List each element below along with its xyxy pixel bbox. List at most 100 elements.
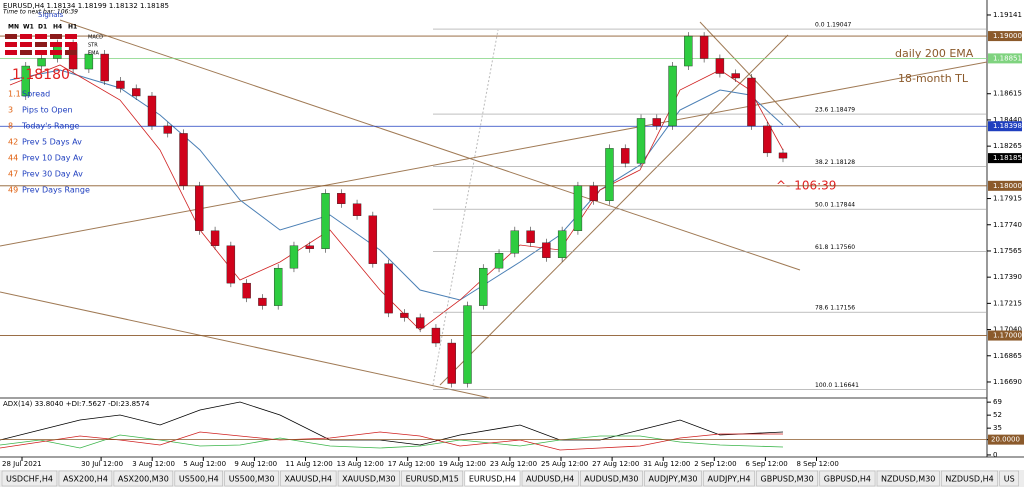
candle xyxy=(337,193,346,204)
y-tick-label: 1.17915 xyxy=(993,195,1022,203)
tab[interactable] xyxy=(280,470,337,487)
tab-label[interactable]: GBPUSD,H4 xyxy=(824,475,871,484)
level-tag xyxy=(988,121,1022,132)
tab-label[interactable]: XAUUSD,M30 xyxy=(342,475,396,484)
candle xyxy=(305,245,314,249)
candle xyxy=(605,148,614,201)
tab[interactable] xyxy=(464,470,521,487)
candle xyxy=(636,118,646,164)
y-tick-label: 1.18265 xyxy=(993,142,1022,150)
info-label: Pips to Open xyxy=(22,106,73,115)
candle xyxy=(510,230,520,254)
fib-label: 0.0 1.19047 xyxy=(815,22,851,29)
tab[interactable] xyxy=(703,470,755,487)
date-label: 30 Jul 12:00 xyxy=(81,460,123,468)
tab-label[interactable]: AUDUSD,M30 xyxy=(584,475,638,484)
date-label: 13 Aug 12:00 xyxy=(337,460,384,468)
tab-label[interactable]: US500,M30 xyxy=(229,475,275,484)
candle xyxy=(589,185,598,201)
signal-box xyxy=(5,34,17,39)
tab[interactable] xyxy=(876,470,940,487)
tab-label[interactable]: ASX200,H4 xyxy=(63,475,108,484)
candle xyxy=(621,148,630,164)
candle xyxy=(494,253,504,269)
date-label: 3 Aug 12:00 xyxy=(132,460,175,468)
level-label: 1.18185 xyxy=(993,154,1022,162)
tab[interactable] xyxy=(521,470,579,487)
tab-label[interactable]: EURUSD,M15 xyxy=(406,475,459,484)
tab[interactable] xyxy=(644,470,702,487)
y-tick-label: 1.19141 xyxy=(993,11,1022,19)
candle xyxy=(210,230,220,246)
annotation: daily 200 EMA xyxy=(895,47,974,60)
candle xyxy=(778,152,788,159)
signal-tf: MN xyxy=(8,24,19,31)
signal-box xyxy=(35,50,47,55)
tab-label[interactable]: US xyxy=(1004,475,1015,484)
date-label: 25 Aug 12:00 xyxy=(541,460,588,468)
level-tag xyxy=(988,434,1024,445)
date-label: 2 Sep 12:00 xyxy=(694,460,736,468)
adx-tick-label: 35 xyxy=(993,424,1002,432)
trendline xyxy=(699,21,801,129)
signal-row: STR xyxy=(88,43,98,49)
level-tag xyxy=(988,153,1022,164)
tab-label[interactable]: XAUUSD,H4 xyxy=(285,475,333,484)
tab-label[interactable]: AUDJPY,M30 xyxy=(648,475,697,484)
date-label: 27 Aug 12:00 xyxy=(592,460,639,468)
candle xyxy=(668,65,677,127)
tab-label[interactable]: NZDUSD,M30 xyxy=(881,475,935,484)
tab-label[interactable]: ASX200,M30 xyxy=(118,475,169,484)
tab[interactable] xyxy=(337,470,400,487)
candle xyxy=(763,125,772,154)
info-label: Today's Range xyxy=(21,122,79,131)
signal-row: EMA xyxy=(88,51,99,57)
tab-label[interactable]: EURUSD,H4 xyxy=(469,475,516,484)
tab-label[interactable]: GBPUSD,M30 xyxy=(761,475,814,484)
tab-label[interactable]: NZDUSD,H4 xyxy=(945,475,993,484)
signal-box xyxy=(5,42,17,47)
y-tick-label: 1.17565 xyxy=(993,247,1022,255)
candle xyxy=(21,65,30,97)
tab[interactable] xyxy=(756,470,819,487)
candle xyxy=(226,245,236,284)
level-tag xyxy=(988,31,1022,42)
signal-box xyxy=(20,50,32,55)
signal-tf: W1 xyxy=(23,24,34,31)
info-label: Prev 5 Days Av xyxy=(22,138,82,147)
info-value: 8 xyxy=(8,122,13,131)
candle xyxy=(715,58,725,74)
moving-average xyxy=(9,69,784,301)
adx-tick-label: 20.0000 xyxy=(991,436,1020,444)
tab[interactable] xyxy=(58,470,113,487)
tab[interactable] xyxy=(999,470,1019,487)
tab[interactable] xyxy=(941,470,998,487)
signal-tf: D1 xyxy=(38,24,47,31)
tab[interactable] xyxy=(224,470,279,487)
fib-anchor xyxy=(432,29,499,386)
y-tick-label: 1.16690 xyxy=(993,378,1022,386)
tab[interactable] xyxy=(819,470,876,487)
signal-box xyxy=(50,50,62,55)
tab[interactable] xyxy=(401,470,464,487)
tab-label[interactable]: AUDUSD,H4 xyxy=(526,475,574,484)
candle xyxy=(400,312,409,318)
tab[interactable] xyxy=(113,470,174,487)
candle xyxy=(463,305,472,384)
level-label: 1.19000 xyxy=(993,32,1022,40)
y-tick-label: 1.17040 xyxy=(993,326,1022,334)
annotation: 18-month TL xyxy=(898,72,969,85)
tab[interactable] xyxy=(1,470,58,487)
candle xyxy=(258,297,267,306)
date-label: 23 Aug 12:00 xyxy=(490,460,537,468)
tab-label[interactable]: US500,H4 xyxy=(179,475,219,484)
candle xyxy=(37,58,46,67)
level-label: 1.18398 xyxy=(993,122,1022,130)
level-label: 1.18000 xyxy=(993,182,1022,190)
tab-label[interactable]: USDCHF,H4 xyxy=(6,475,53,484)
candle xyxy=(447,342,456,384)
tab-label[interactable]: AUDJPY,H4 xyxy=(708,475,751,484)
tab[interactable] xyxy=(174,470,223,487)
info-label: Spread xyxy=(22,90,50,99)
tab[interactable] xyxy=(580,470,643,487)
